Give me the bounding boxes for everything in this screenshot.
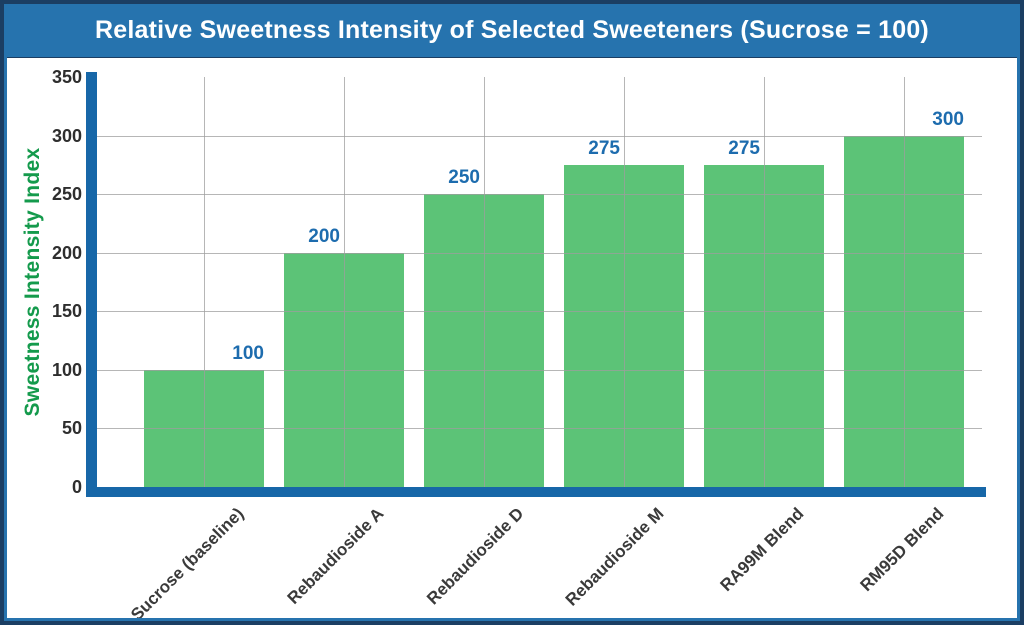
v-gridline-1 [204, 77, 205, 487]
v-gridline-6 [904, 77, 905, 487]
y-tick-100: 100 [51, 359, 82, 380]
v-gridline-2 [344, 77, 345, 487]
y-tick-250: 250 [51, 184, 82, 205]
bar-value-label: 100 [232, 342, 264, 364]
y-tick-300: 300 [51, 125, 82, 146]
y-axis-spine [86, 72, 97, 497]
h-gridline-100 [97, 369, 982, 371]
h-gridline-250 [97, 194, 982, 196]
h-gridline-50 [97, 428, 982, 430]
y-tick-0: 0 [71, 477, 82, 497]
y-tick-350: 350 [51, 67, 82, 87]
h-gridline-200 [97, 252, 982, 254]
bar-value-label: 300 [932, 108, 964, 130]
chart-title: Relative Sweetness Intensity of Selected… [95, 16, 929, 44]
x-axis-spine [86, 487, 986, 497]
chart-title-bar: Relative Sweetness Intensity of Selected… [4, 4, 1020, 58]
h-gridline-300 [97, 135, 982, 137]
bar-value-label: 275 [728, 137, 760, 159]
bar-value-label: 275 [588, 137, 620, 159]
y-tick-200: 200 [51, 242, 82, 263]
y-tick-50: 50 [61, 418, 82, 439]
bar-value-label: 200 [308, 225, 340, 247]
h-gridline-150 [97, 311, 982, 313]
chart-area: Sweetness Intensity Index 100 200 250 275 27… [4, 57, 1020, 621]
plot-area: 100 200 250 275 275 300 0 50 100 150 200 250 300 350 S… [4, 57, 1020, 621]
v-gridline-3 [484, 77, 485, 487]
bar-value-label: 250 [448, 167, 480, 189]
x-tick-label: Sucrose (baseline) [127, 504, 248, 625]
y-tick-150: 150 [51, 301, 82, 322]
v-gridline-5 [764, 77, 765, 487]
v-gridline-4 [624, 77, 625, 487]
